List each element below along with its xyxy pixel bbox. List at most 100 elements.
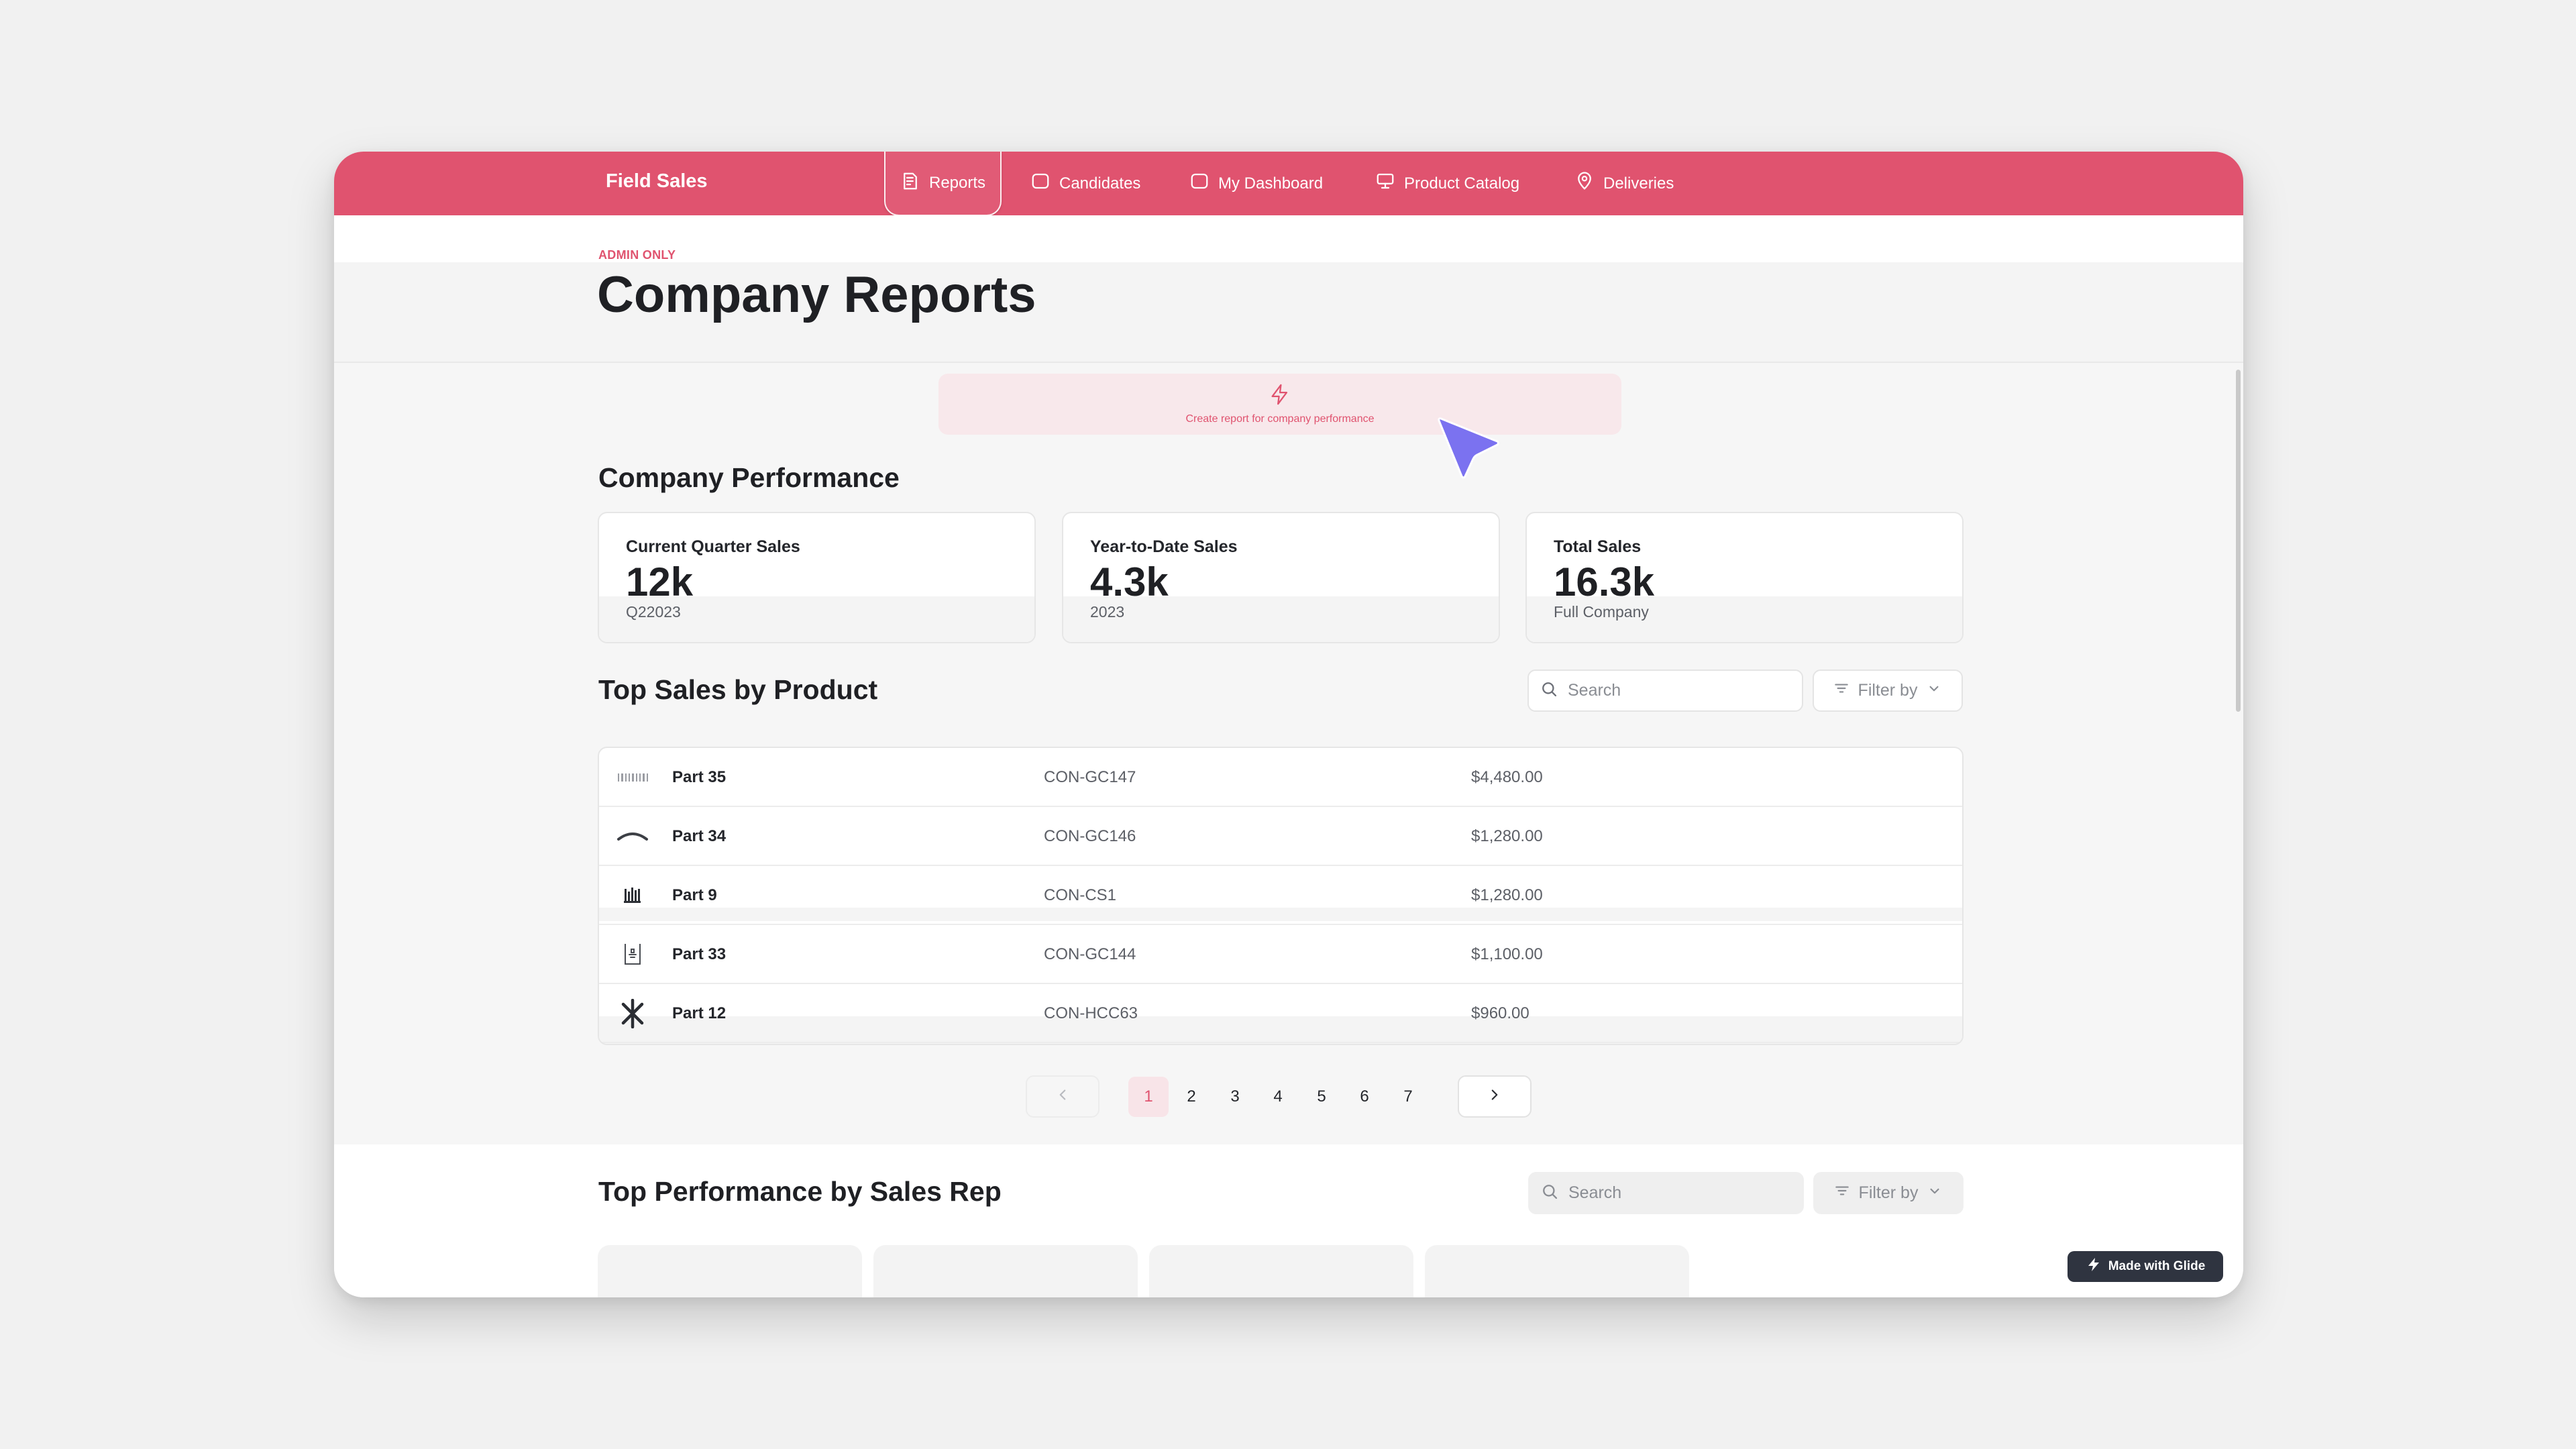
product-table: Part 35 CON-GC147 $4,480.00 Part 34 CON-… [598,747,1964,1045]
page-number-4[interactable]: 4 [1273,1087,1283,1106]
scrollbar[interactable] [2233,215,2243,1297]
sales-rep-title: Top Performance by Sales Rep [598,1176,1002,1207]
part-name: Part 34 [672,827,727,845]
reports-icon [900,171,920,196]
barcode-part-icon [616,763,649,792]
card-footer-band [1063,596,1499,642]
part-price: $960.00 [1471,1004,1529,1022]
metric-label: Current Quarter Sales [626,537,800,556]
card-footer-band [599,596,1034,642]
scrollbar-thumb[interactable] [2236,370,2241,712]
nav-item-candidates[interactable]: Candidates [1030,152,1140,215]
metric-label: Total Sales [1554,537,1642,556]
part-code: CON-CS1 [1044,886,1117,904]
page-number-5[interactable]: 5 [1317,1087,1326,1106]
app-title: Field Sales [606,170,708,192]
page-number-3[interactable]: 3 [1230,1087,1240,1106]
top-sales-title: Top Sales by Product [598,674,878,705]
part-code: CON-GC147 [1044,768,1136,786]
sales-rep-filter-button[interactable]: Filter by [1813,1172,1964,1214]
filter-icon [1833,1182,1851,1204]
product-filter-button[interactable]: Filter by [1813,669,1963,712]
metric-value: 16.3k [1554,559,1655,604]
chevron-down-icon [1925,680,1943,702]
row-band [599,908,1962,921]
filter-label: Filter by [1858,1183,1919,1202]
sales-rep-card-placeholder [1149,1245,1413,1297]
previous-page-button[interactable] [1026,1075,1099,1118]
app-window: Field Sales Reports Candidates My Dashbo… [334,152,2243,1297]
page-number-2[interactable]: 2 [1187,1087,1196,1106]
bars-part-icon [616,881,649,910]
pointer-cursor-icon [1436,415,1503,482]
sales-rep-search-input[interactable] [1568,1183,1790,1203]
filter-icon [1833,680,1850,702]
metric-sub: Q22023 [626,603,681,621]
product-search-input[interactable] [1568,681,1789,700]
top-navbar: Field Sales Reports Candidates My Dashbo… [334,152,2243,216]
glide-logo-icon [2086,1256,2102,1277]
sales-rep-search-box[interactable] [1528,1172,1804,1214]
metric-value: 4.3k [1090,559,1169,604]
metric-label: Year-to-Date Sales [1090,537,1238,556]
asterisk-part-icon [616,998,649,1029]
search-icon [1540,680,1558,702]
metric-value: 12k [626,559,694,604]
part-price: $1,280.00 [1471,886,1543,904]
sales-rep-card-placeholder [598,1245,862,1297]
header-band [334,262,2243,363]
card-footer-band [1527,596,1962,642]
table-row[interactable]: Part 35 CON-GC147 $4,480.00 [599,748,1962,807]
metric-card-year-to-date: Year-to-Date Sales 4.3k 2023 [1062,512,1500,643]
nav-label: Deliveries [1603,174,1674,193]
product-search-box[interactable] [1527,669,1803,712]
location-pin-icon [1574,171,1595,196]
table-row[interactable]: Part 12 CON-HCC63 $960.00 [599,984,1962,1043]
box-part-icon [616,940,649,969]
nav-label: Product Catalog [1404,174,1520,193]
chevron-down-icon [1926,1182,1943,1204]
part-code: CON-HCC63 [1044,1004,1138,1022]
metric-card-total-sales: Total Sales 16.3k Full Company [1525,512,1964,643]
part-code: CON-GC144 [1044,945,1136,963]
filter-label: Filter by [1858,681,1918,700]
nav-item-my-dashboard[interactable]: My Dashboard [1189,152,1323,215]
search-icon [1540,1182,1559,1204]
metric-card-current-quarter: Current Quarter Sales 12k Q22023 [598,512,1036,643]
page-number-1[interactable]: 1 [1128,1077,1169,1117]
next-page-button[interactable] [1458,1075,1532,1118]
table-row[interactable]: Part 33 CON-GC144 $1,100.00 [599,925,1962,984]
monitor-icon [1375,171,1395,196]
chevron-left-icon [1054,1086,1071,1107]
metric-sub: Full Company [1554,603,1649,621]
sales-rep-card-placeholder [873,1245,1138,1297]
part-name: Part 33 [672,945,727,963]
nav-item-deliveries[interactable]: Deliveries [1574,152,1674,215]
table-row[interactable]: Part 34 CON-GC146 $1,280.00 [599,807,1962,866]
part-name: Part 12 [672,1004,727,1022]
part-name: Part 9 [672,886,717,904]
table-row[interactable]: Part 9 CON-CS1 $1,280.00 [599,866,1962,925]
glide-badge-label: Made with Glide [2108,1259,2206,1273]
sales-rep-card-placeholder [1425,1245,1689,1297]
row-band [599,1016,1962,1044]
admin-only-label: ADMIN ONLY [598,248,676,262]
part-price: $4,480.00 [1471,768,1543,786]
chevron-right-icon [1486,1086,1503,1107]
create-report-button[interactable]: Create report for company performance [938,374,1621,435]
part-price: $1,100.00 [1471,945,1543,963]
nav-item-reports[interactable]: Reports [884,152,1002,216]
part-code: CON-GC146 [1044,827,1136,845]
page-title: Company Reports [597,266,1036,323]
page-number-7[interactable]: 7 [1403,1087,1413,1106]
metric-sub: 2023 [1090,603,1125,621]
page-number-6[interactable]: 6 [1360,1087,1369,1106]
made-with-glide-badge[interactable]: Made with Glide [2068,1251,2223,1282]
company-performance-title: Company Performance [598,462,900,493]
arc-part-icon [616,822,649,851]
nav-label: My Dashboard [1218,174,1324,193]
create-report-label: Create report for company performance [1185,413,1375,425]
part-name: Part 35 [672,768,727,786]
nav-item-product-catalog[interactable]: Product Catalog [1375,152,1519,215]
part-price: $1,280.00 [1471,827,1543,845]
